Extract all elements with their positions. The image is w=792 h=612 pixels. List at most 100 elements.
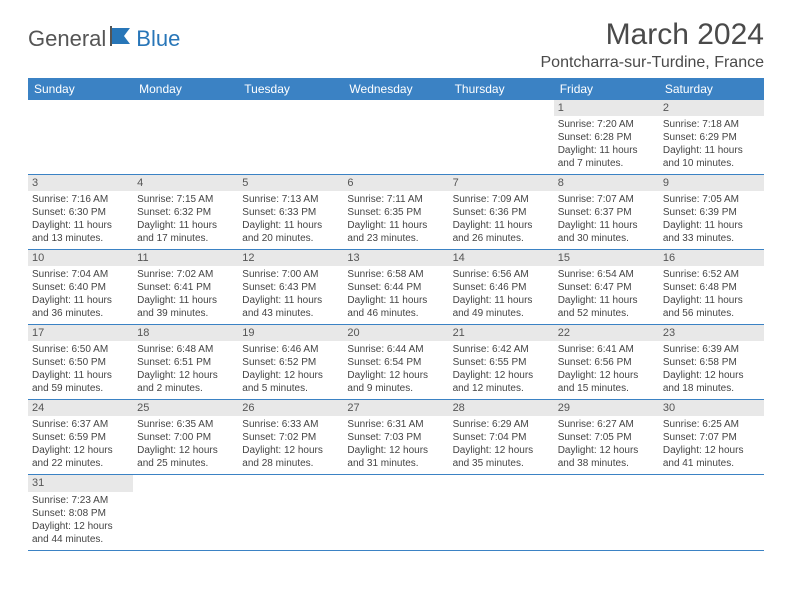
day-number-empty xyxy=(28,100,133,116)
day-details: Sunrise: 6:54 AMSunset: 6:47 PMDaylight:… xyxy=(554,266,659,324)
logo-text-blue: Blue xyxy=(136,26,180,52)
day-details: Sunrise: 7:23 AMSunset: 8:08 PMDaylight:… xyxy=(28,492,133,550)
day-number: 2 xyxy=(659,100,764,116)
calendar-cell xyxy=(554,475,659,550)
weekday-header: Sunday xyxy=(28,78,133,100)
calendar-cell: 22Sunrise: 6:41 AMSunset: 6:56 PMDayligh… xyxy=(554,325,659,400)
day-details: Sunrise: 6:33 AMSunset: 7:02 PMDaylight:… xyxy=(238,416,343,474)
calendar-cell xyxy=(238,475,343,550)
calendar-cell: 25Sunrise: 6:35 AMSunset: 7:00 PMDayligh… xyxy=(133,400,238,475)
flag-icon xyxy=(110,26,134,52)
day-number: 3 xyxy=(28,175,133,191)
calendar-cell: 21Sunrise: 6:42 AMSunset: 6:55 PMDayligh… xyxy=(449,325,554,400)
calendar-cell: 14Sunrise: 6:56 AMSunset: 6:46 PMDayligh… xyxy=(449,250,554,325)
day-details: Sunrise: 6:46 AMSunset: 6:52 PMDaylight:… xyxy=(238,341,343,399)
calendar-cell xyxy=(133,475,238,550)
day-details: Sunrise: 6:41 AMSunset: 6:56 PMDaylight:… xyxy=(554,341,659,399)
day-details: Sunrise: 7:18 AMSunset: 6:29 PMDaylight:… xyxy=(659,116,764,174)
calendar-cell: 26Sunrise: 6:33 AMSunset: 7:02 PMDayligh… xyxy=(238,400,343,475)
calendar-cell: 30Sunrise: 6:25 AMSunset: 7:07 PMDayligh… xyxy=(659,400,764,475)
day-details: Sunrise: 6:29 AMSunset: 7:04 PMDaylight:… xyxy=(449,416,554,474)
day-number: 28 xyxy=(449,400,554,416)
calendar-cell: 29Sunrise: 6:27 AMSunset: 7:05 PMDayligh… xyxy=(554,400,659,475)
calendar-cell: 19Sunrise: 6:46 AMSunset: 6:52 PMDayligh… xyxy=(238,325,343,400)
calendar-table: SundayMondayTuesdayWednesdayThursdayFrid… xyxy=(28,78,764,551)
calendar-cell: 12Sunrise: 7:00 AMSunset: 6:43 PMDayligh… xyxy=(238,250,343,325)
calendar-cell: 5Sunrise: 7:13 AMSunset: 6:33 PMDaylight… xyxy=(238,175,343,250)
day-number: 22 xyxy=(554,325,659,341)
day-number: 14 xyxy=(449,250,554,266)
day-number: 24 xyxy=(28,400,133,416)
calendar-cell: 10Sunrise: 7:04 AMSunset: 6:40 PMDayligh… xyxy=(28,250,133,325)
day-details: Sunrise: 6:37 AMSunset: 6:59 PMDaylight:… xyxy=(28,416,133,474)
calendar-cell: 27Sunrise: 6:31 AMSunset: 7:03 PMDayligh… xyxy=(343,400,448,475)
calendar-cell: 1Sunrise: 7:20 AMSunset: 6:28 PMDaylight… xyxy=(554,100,659,175)
day-number: 16 xyxy=(659,250,764,266)
day-number: 9 xyxy=(659,175,764,191)
day-details: Sunrise: 7:13 AMSunset: 6:33 PMDaylight:… xyxy=(238,191,343,249)
calendar-cell: 28Sunrise: 6:29 AMSunset: 7:04 PMDayligh… xyxy=(449,400,554,475)
day-number-empty xyxy=(343,475,448,491)
day-number: 23 xyxy=(659,325,764,341)
weekday-header-row: SundayMondayTuesdayWednesdayThursdayFrid… xyxy=(28,78,764,100)
calendar-cell: 31Sunrise: 7:23 AMSunset: 8:08 PMDayligh… xyxy=(28,475,133,550)
day-details: Sunrise: 7:05 AMSunset: 6:39 PMDaylight:… xyxy=(659,191,764,249)
calendar-cell: 4Sunrise: 7:15 AMSunset: 6:32 PMDaylight… xyxy=(133,175,238,250)
day-details: Sunrise: 6:50 AMSunset: 6:50 PMDaylight:… xyxy=(28,341,133,399)
day-details: Sunrise: 7:20 AMSunset: 6:28 PMDaylight:… xyxy=(554,116,659,174)
weekday-header: Friday xyxy=(554,78,659,100)
day-details: Sunrise: 7:11 AMSunset: 6:35 PMDaylight:… xyxy=(343,191,448,249)
day-number-empty xyxy=(449,100,554,116)
day-number: 21 xyxy=(449,325,554,341)
calendar-row: 24Sunrise: 6:37 AMSunset: 6:59 PMDayligh… xyxy=(28,400,764,475)
day-number: 27 xyxy=(343,400,448,416)
calendar-cell xyxy=(449,100,554,175)
title-block: March 2024 Pontcharra-sur-Turdine, Franc… xyxy=(541,18,765,72)
day-details: Sunrise: 6:31 AMSunset: 7:03 PMDaylight:… xyxy=(343,416,448,474)
calendar-cell: 17Sunrise: 6:50 AMSunset: 6:50 PMDayligh… xyxy=(28,325,133,400)
day-details: Sunrise: 6:27 AMSunset: 7:05 PMDaylight:… xyxy=(554,416,659,474)
calendar-body: 1Sunrise: 7:20 AMSunset: 6:28 PMDaylight… xyxy=(28,100,764,550)
calendar-cell: 16Sunrise: 6:52 AMSunset: 6:48 PMDayligh… xyxy=(659,250,764,325)
day-number-empty xyxy=(554,475,659,491)
day-details: Sunrise: 7:15 AMSunset: 6:32 PMDaylight:… xyxy=(133,191,238,249)
day-details: Sunrise: 7:04 AMSunset: 6:40 PMDaylight:… xyxy=(28,266,133,324)
day-number: 29 xyxy=(554,400,659,416)
day-number: 13 xyxy=(343,250,448,266)
day-details: Sunrise: 6:48 AMSunset: 6:51 PMDaylight:… xyxy=(133,341,238,399)
calendar-row: 17Sunrise: 6:50 AMSunset: 6:50 PMDayligh… xyxy=(28,325,764,400)
day-details: Sunrise: 7:16 AMSunset: 6:30 PMDaylight:… xyxy=(28,191,133,249)
day-details: Sunrise: 7:02 AMSunset: 6:41 PMDaylight:… xyxy=(133,266,238,324)
calendar-cell: 23Sunrise: 6:39 AMSunset: 6:58 PMDayligh… xyxy=(659,325,764,400)
calendar-cell xyxy=(449,475,554,550)
day-number-empty xyxy=(133,475,238,491)
day-details: Sunrise: 6:35 AMSunset: 7:00 PMDaylight:… xyxy=(133,416,238,474)
calendar-row: 3Sunrise: 7:16 AMSunset: 6:30 PMDaylight… xyxy=(28,175,764,250)
calendar-cell: 3Sunrise: 7:16 AMSunset: 6:30 PMDaylight… xyxy=(28,175,133,250)
day-details: Sunrise: 7:00 AMSunset: 6:43 PMDaylight:… xyxy=(238,266,343,324)
weekday-header: Wednesday xyxy=(343,78,448,100)
day-number: 30 xyxy=(659,400,764,416)
day-details: Sunrise: 6:52 AMSunset: 6:48 PMDaylight:… xyxy=(659,266,764,324)
day-number: 7 xyxy=(449,175,554,191)
day-number: 5 xyxy=(238,175,343,191)
day-number: 18 xyxy=(133,325,238,341)
day-details: Sunrise: 6:39 AMSunset: 6:58 PMDaylight:… xyxy=(659,341,764,399)
day-number-empty xyxy=(659,475,764,491)
weekday-header: Tuesday xyxy=(238,78,343,100)
day-details: Sunrise: 6:56 AMSunset: 6:46 PMDaylight:… xyxy=(449,266,554,324)
day-number: 6 xyxy=(343,175,448,191)
day-details: Sunrise: 7:09 AMSunset: 6:36 PMDaylight:… xyxy=(449,191,554,249)
calendar-row: 31Sunrise: 7:23 AMSunset: 8:08 PMDayligh… xyxy=(28,475,764,550)
calendar-cell xyxy=(238,100,343,175)
day-details: Sunrise: 6:58 AMSunset: 6:44 PMDaylight:… xyxy=(343,266,448,324)
calendar-cell: 20Sunrise: 6:44 AMSunset: 6:54 PMDayligh… xyxy=(343,325,448,400)
day-details: Sunrise: 7:07 AMSunset: 6:37 PMDaylight:… xyxy=(554,191,659,249)
day-number-empty xyxy=(238,475,343,491)
calendar-cell: 6Sunrise: 7:11 AMSunset: 6:35 PMDaylight… xyxy=(343,175,448,250)
day-number: 4 xyxy=(133,175,238,191)
calendar-cell: 18Sunrise: 6:48 AMSunset: 6:51 PMDayligh… xyxy=(133,325,238,400)
calendar-cell xyxy=(28,100,133,175)
calendar-cell xyxy=(133,100,238,175)
calendar-cell xyxy=(343,475,448,550)
